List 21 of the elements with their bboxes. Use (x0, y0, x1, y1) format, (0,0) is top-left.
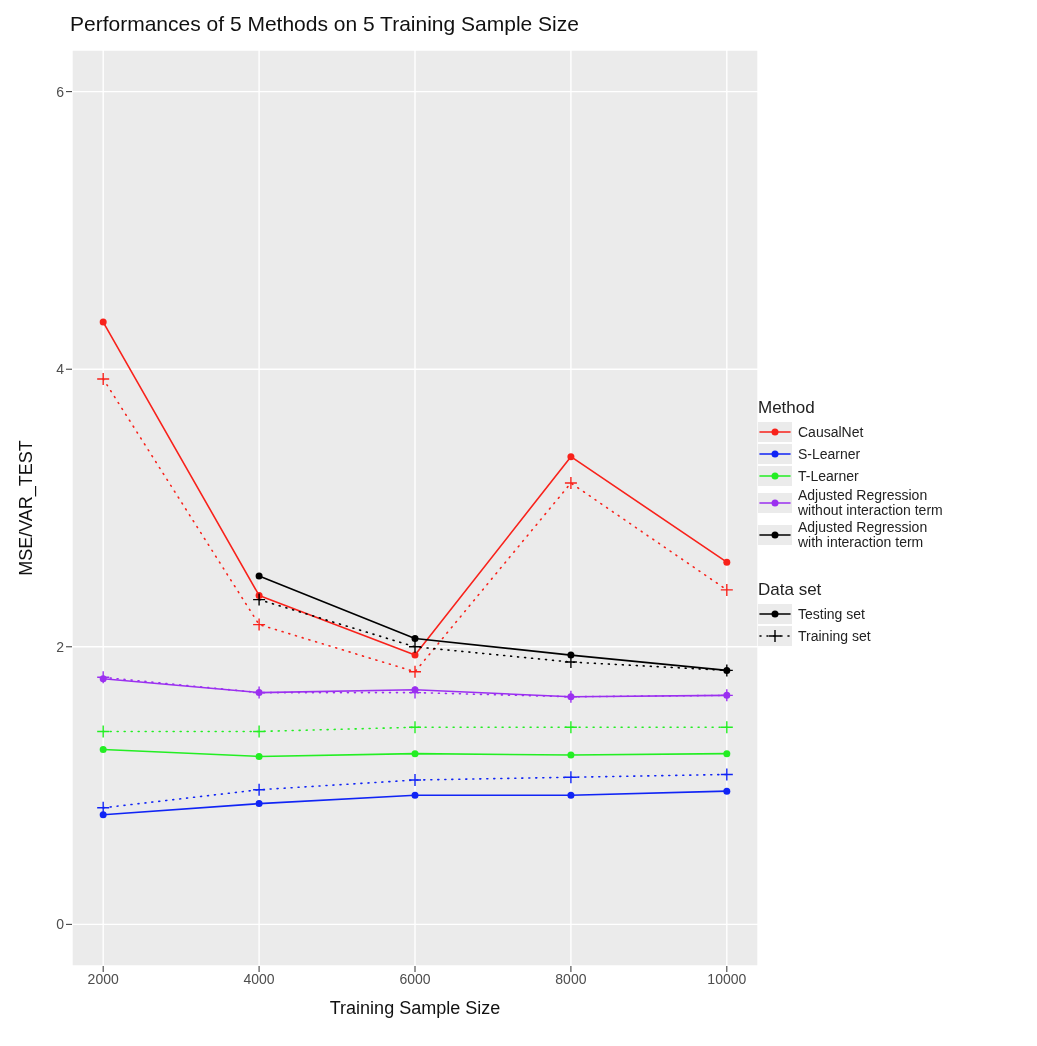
y-tick-label: 6 (56, 83, 65, 100)
x-tick-label: 10000 (707, 970, 747, 987)
text: Testing set (798, 606, 865, 622)
legend-label: Adjusted Regression without interaction term (798, 487, 944, 518)
x-tick-label: 8000 (555, 970, 587, 987)
y-tick-label: 0 (56, 916, 65, 933)
legend-label: S-Learner (798, 445, 862, 462)
y-tick-label: 2 (56, 638, 65, 655)
legend-title: Method (758, 398, 816, 418)
chart-title: Performances of 5 Methods on 5 Training Sample Size (70, 12, 579, 36)
legend-label: T-Learner (798, 467, 860, 484)
legend-label: CausalNet (798, 423, 865, 440)
annotation: Data set (758, 580, 823, 600)
x-tick-label: 4000 (243, 970, 275, 987)
x-tick-label: 2000 (87, 970, 119, 987)
x-axis-title: Training Sample Size (329, 998, 501, 1018)
x-tick-label: 6000 (399, 970, 431, 987)
y-tick-label: 4 (56, 361, 65, 378)
legend-label: Adjusted Regression with interaction term (798, 519, 929, 550)
y-axis-title: MSE/VAR_TEST (16, 440, 38, 576)
text: Training set (798, 628, 871, 644)
